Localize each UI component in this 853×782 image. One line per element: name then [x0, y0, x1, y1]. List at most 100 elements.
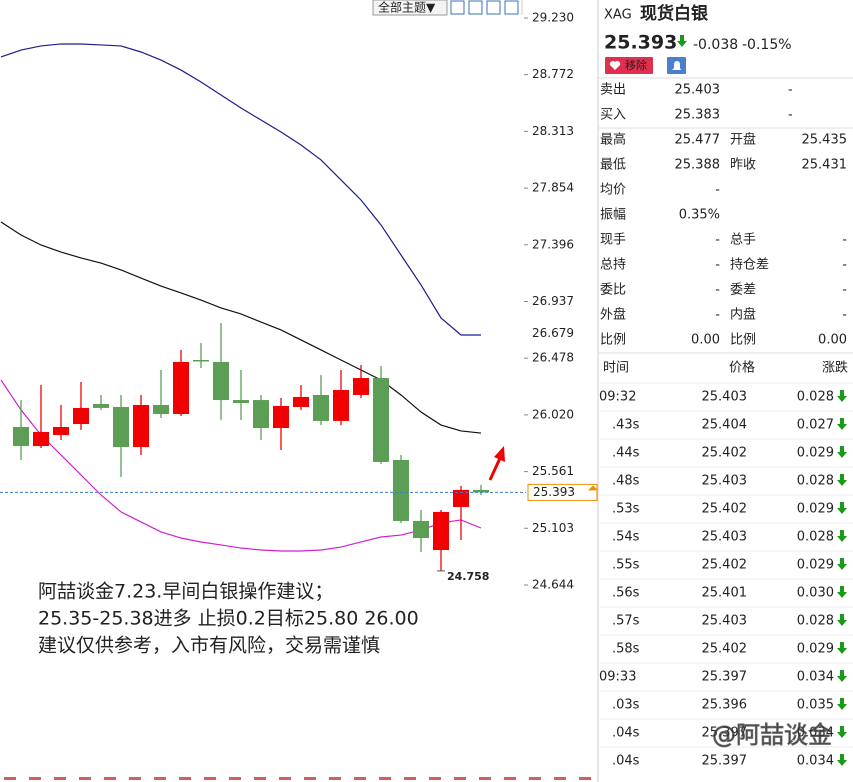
down-arrow: [837, 614, 847, 626]
y-tick-label: 28.772: [532, 67, 574, 81]
quote-label: 委差: [730, 283, 756, 298]
y-tick-label: 25.103: [532, 521, 574, 535]
quote-value: 0.35%: [679, 208, 720, 223]
tick-time: .58s: [612, 642, 640, 657]
tick-time: 09:32: [599, 390, 636, 405]
candle-body: [53, 426, 69, 436]
strip: [304, 777, 316, 780]
strip: [579, 777, 591, 780]
strip: [29, 777, 41, 780]
last-price-marker: [588, 485, 598, 491]
down-arrow: [837, 642, 847, 654]
y-tick-label: 25.561: [532, 464, 574, 478]
band-line: [0, 221, 482, 434]
down-arrow: [837, 586, 847, 598]
tick-change: 0.029: [797, 642, 834, 657]
down-arrow: [837, 558, 847, 570]
candle-body: [273, 405, 289, 428]
quote-value: -: [715, 308, 720, 323]
tick-price: 25.397: [702, 670, 748, 685]
change: -0.038: [693, 37, 738, 53]
symbol: XAG: [604, 8, 632, 23]
theme-button-bg[interactable]: [372, 0, 448, 16]
tick-change: 0.028: [797, 614, 834, 629]
tool-icon[interactable]: [486, 0, 501, 15]
remove-button[interactable]: 移除: [625, 58, 647, 72]
y-tick-label: 26.478: [532, 351, 574, 365]
candle-body: [393, 460, 409, 521]
strip: [79, 777, 91, 780]
tick-change: 0.034: [797, 754, 834, 769]
strip: [354, 777, 366, 780]
candle-body: [353, 378, 369, 395]
candle-body: [333, 390, 349, 421]
quote-value: 25.403: [675, 83, 721, 98]
tool-icon[interactable]: [504, 0, 519, 15]
y-tick-label: 29.230: [532, 11, 574, 25]
down-arrow: [837, 530, 847, 542]
y-tick-label: 24.644: [532, 578, 574, 592]
candle-body: [93, 403, 109, 408]
quote-label: 买入: [600, 108, 626, 123]
candle-body: [233, 400, 249, 404]
strip: [129, 777, 141, 780]
down-arrow: [837, 754, 847, 766]
annotation: 阿喆谈金7.23.早间白银操作建议；: [38, 581, 333, 603]
down-arrow: [677, 35, 687, 47]
strip: [279, 777, 291, 780]
last-price-label: 25.393: [533, 485, 575, 499]
tick-change: 0.034: [797, 670, 834, 685]
down-arrow: [837, 726, 847, 738]
quote-label: 总手: [730, 233, 756, 248]
tick-price: 25.397: [702, 726, 748, 741]
quote-value: 25.388: [675, 158, 721, 173]
tick-time: 09:33: [599, 670, 636, 685]
tool-icon[interactable]: [468, 0, 483, 15]
tick-time: .57s: [612, 614, 640, 629]
quote-label: 卖出: [600, 83, 626, 98]
y-tick-label: 26.937: [532, 294, 574, 308]
theme-button[interactable]: 全部主题▼: [378, 0, 436, 15]
tick-price: 25.397: [702, 754, 748, 769]
quote-value: 0.00: [691, 333, 720, 348]
tick-price: 25.403: [702, 614, 748, 629]
tick-time: .56s: [612, 586, 640, 601]
quote-value: -: [715, 233, 720, 248]
candle-body: [213, 361, 229, 401]
y-tick-label: 26.020: [532, 407, 574, 421]
candle-body: [173, 361, 189, 415]
tick-price: 25.402: [702, 642, 748, 657]
quote-value: 25.383: [675, 108, 721, 123]
down-arrow: [837, 446, 847, 458]
y-tick-label: 27.396: [532, 237, 574, 251]
tick-price: 25.402: [702, 558, 748, 573]
candle-body: [373, 378, 389, 462]
down-arrow: [837, 502, 847, 514]
tick-header: 价格: [729, 360, 755, 376]
strip: [104, 777, 116, 780]
annotation: 25.35-25.38进多 止损0.2目标25.80 26.00: [38, 608, 419, 630]
candle-body: [453, 489, 469, 507]
tick-change: 0.028: [797, 530, 834, 545]
candle-body: [313, 394, 329, 421]
strip: [329, 777, 341, 780]
tick-time: .48s: [612, 474, 640, 489]
quote-label: 最高: [600, 132, 626, 148]
tick-header: 涨跌: [822, 360, 848, 376]
quote-value: -: [842, 233, 847, 248]
quote-label: 开盘: [730, 132, 756, 148]
down-arrow: [837, 474, 847, 486]
tick-time: .53s: [612, 502, 640, 517]
strip: [529, 777, 541, 780]
tool-icon[interactable]: [450, 0, 465, 15]
tick-price: 25.403: [702, 474, 748, 489]
candle-body: [73, 407, 89, 425]
quote-label: 均价: [600, 183, 626, 198]
tick-time: .04s: [612, 754, 640, 769]
tick-time: .54s: [612, 530, 640, 545]
quote-value: -: [842, 258, 847, 273]
strip: [379, 777, 391, 780]
tick-time: .04s: [612, 726, 640, 741]
